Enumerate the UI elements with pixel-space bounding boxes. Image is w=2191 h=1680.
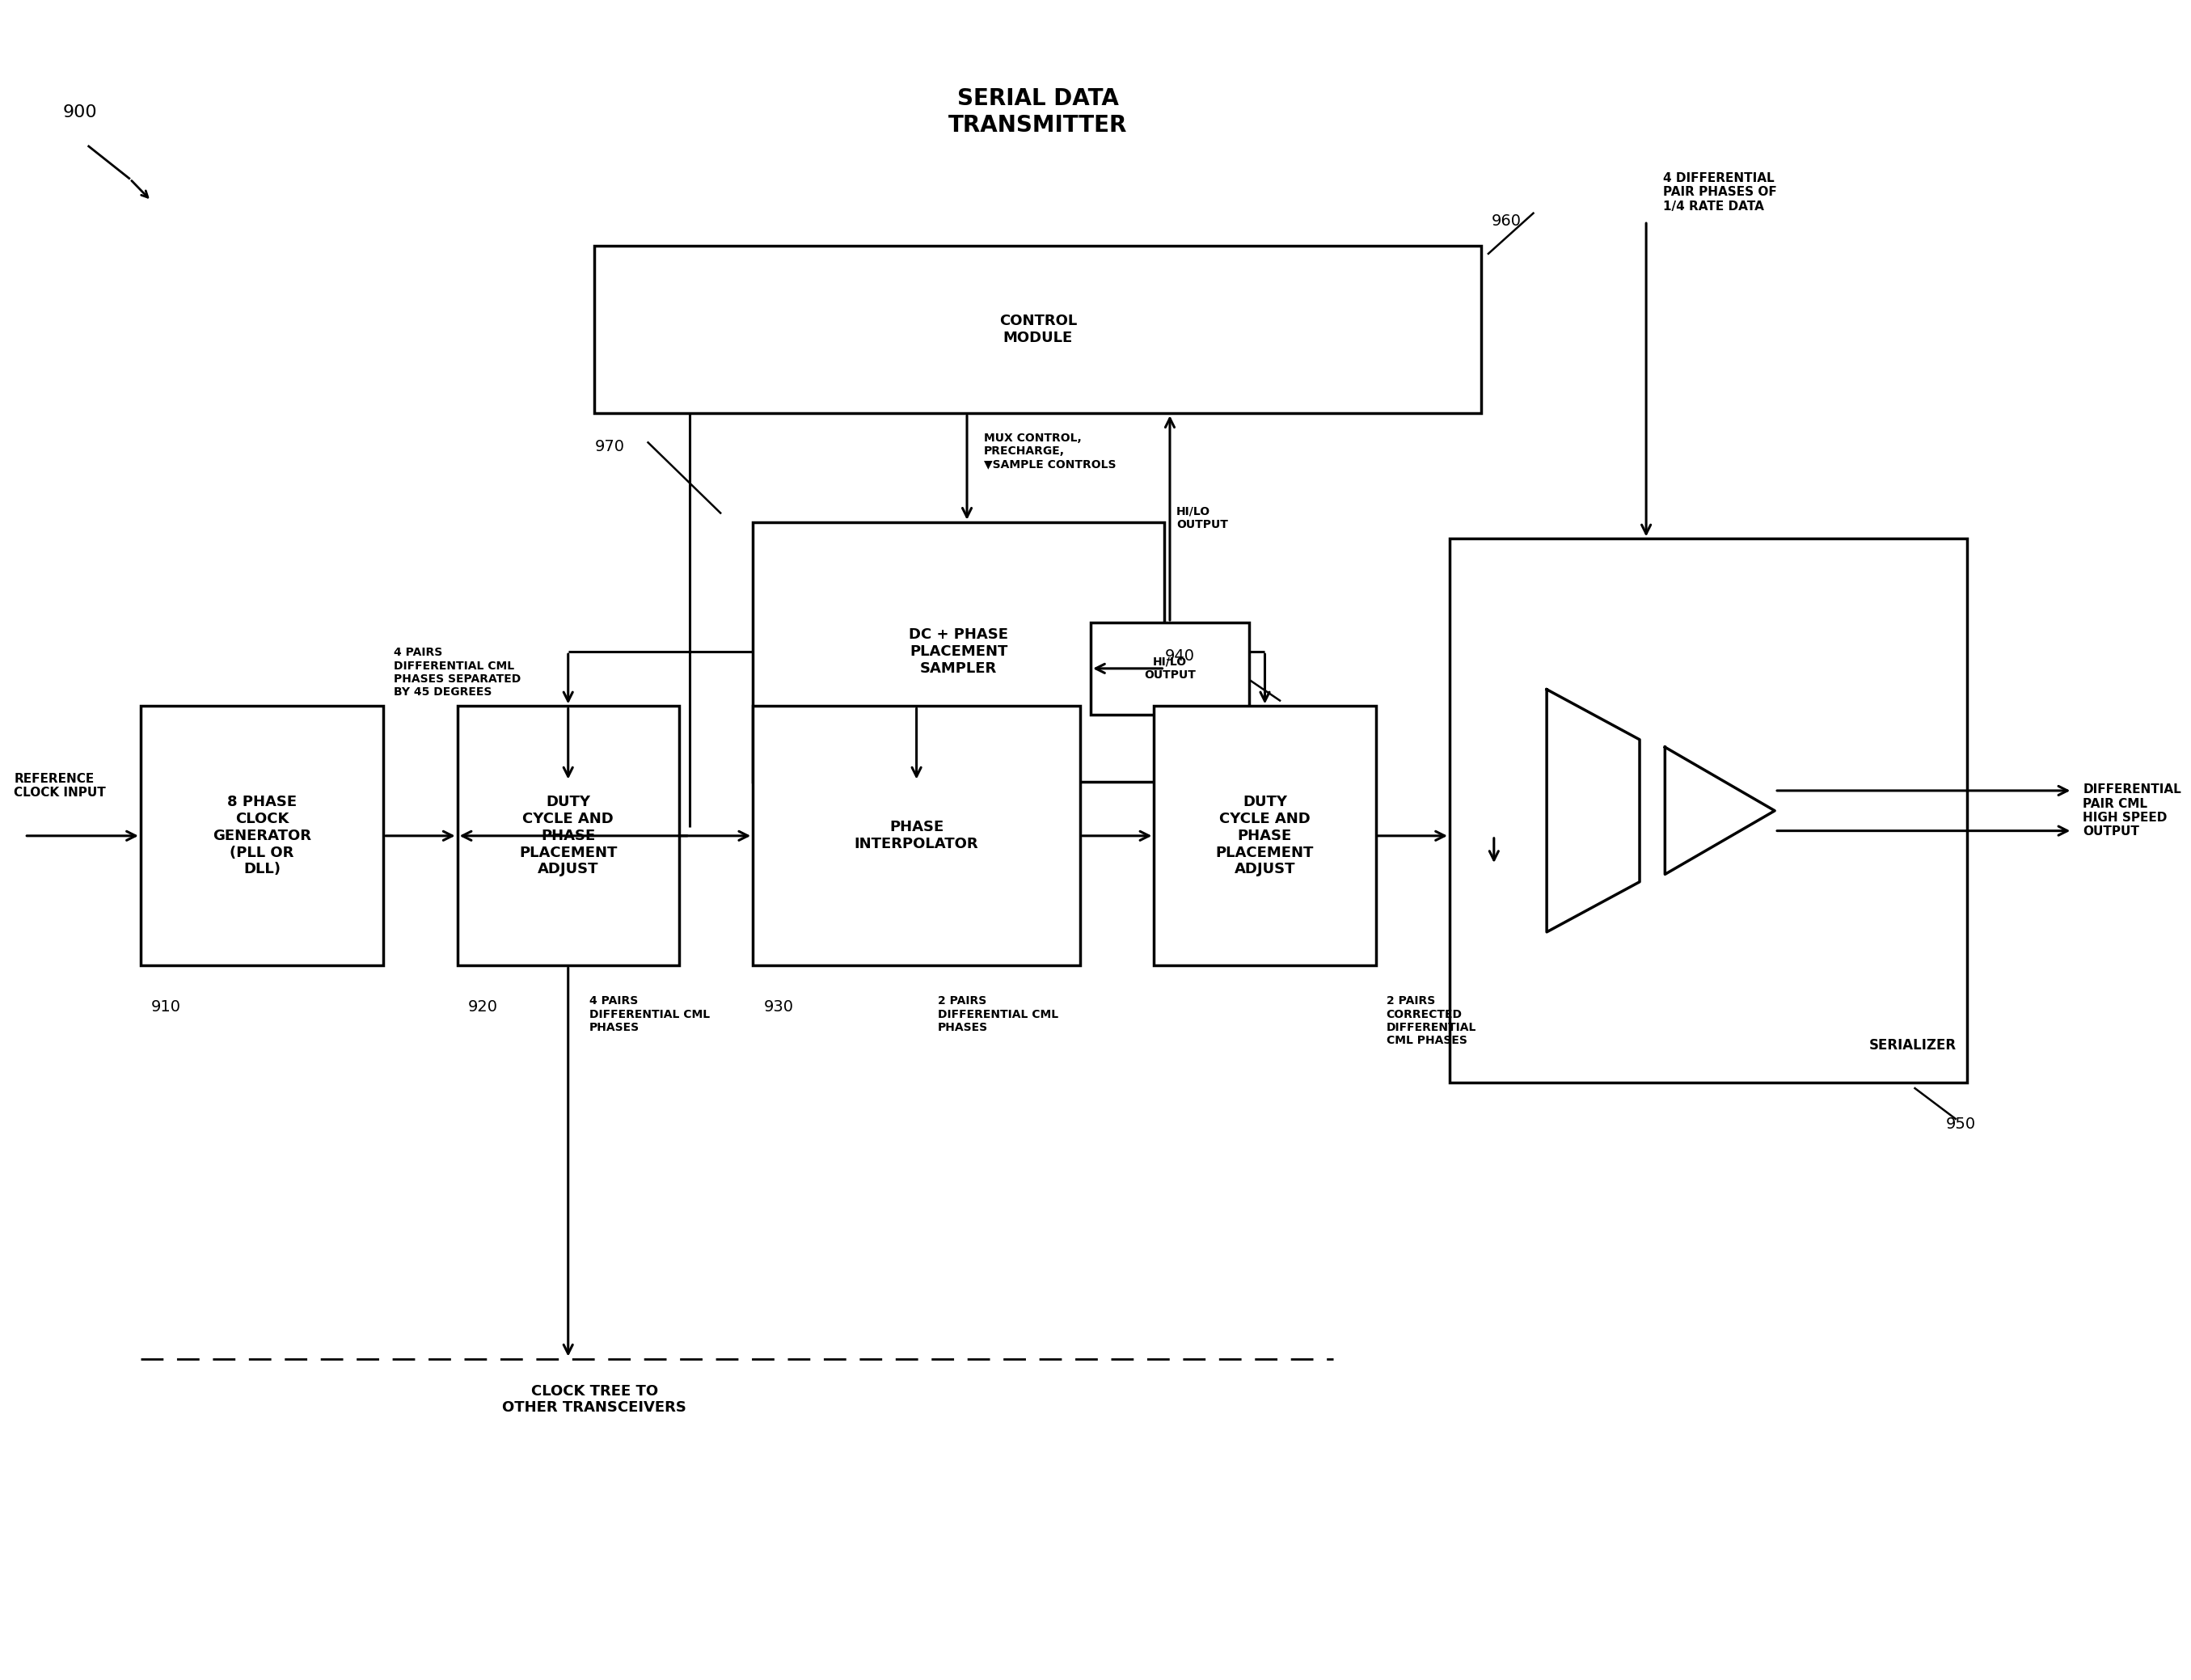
Text: HI/LO
OUTPUT: HI/LO OUTPUT [1177,506,1227,531]
Text: CONTROL
MODULE: CONTROL MODULE [999,314,1076,346]
Text: 4 DIFFERENTIAL
PAIR PHASES OF
1/4 RATE DATA: 4 DIFFERENTIAL PAIR PHASES OF 1/4 RATE D… [1663,173,1777,213]
Text: 2 PAIRS
CORRECTED
DIFFERENTIAL
CML PHASES: 2 PAIRS CORRECTED DIFFERENTIAL CML PHASE… [1387,996,1477,1047]
Text: 940: 940 [1166,648,1194,664]
Text: DIFFERENTIAL
PAIR CML
HIGH SPEED
OUTPUT: DIFFERENTIAL PAIR CML HIGH SPEED OUTPUT [2084,783,2182,838]
Bar [594,245,1481,413]
Text: 2 PAIRS
DIFFERENTIAL CML
PHASES: 2 PAIRS DIFFERENTIAL CML PHASES [938,996,1058,1033]
Text: 960: 960 [1492,213,1523,228]
Text: CLOCK TREE TO
OTHER TRANSCEIVERS: CLOCK TREE TO OTHER TRANSCEIVERS [502,1384,686,1415]
Bar [754,706,1080,966]
Text: 950: 950 [1946,1117,1976,1132]
Bar [1091,623,1249,714]
Polygon shape [1547,689,1639,932]
Polygon shape [1665,748,1775,874]
Text: REFERENCE
CLOCK INPUT: REFERENCE CLOCK INPUT [13,773,105,800]
Text: PHASE
INTERPOLATOR: PHASE INTERPOLATOR [854,820,979,852]
Text: 970: 970 [594,438,624,455]
Text: SERIAL DATA
TRANSMITTER: SERIAL DATA TRANSMITTER [949,87,1128,136]
Bar [1155,706,1376,966]
Text: DC + PHASE
PLACEMENT
SAMPLER: DC + PHASE PLACEMENT SAMPLER [909,628,1008,675]
Text: 4 PAIRS
DIFFERENTIAL CML
PHASES SEPARATED
BY 45 DEGREES: 4 PAIRS DIFFERENTIAL CML PHASES SEPARATE… [394,647,521,697]
Bar [754,522,1166,781]
Text: 900: 900 [64,104,96,121]
Text: 8 PHASE
CLOCK
GENERATOR
(PLL OR
DLL): 8 PHASE CLOCK GENERATOR (PLL OR DLL) [213,795,311,877]
Text: SERIALIZER: SERIALIZER [1869,1038,1957,1052]
Text: DUTY
CYCLE AND
PHASE
PLACEMENT
ADJUST: DUTY CYCLE AND PHASE PLACEMENT ADJUST [519,795,618,877]
Text: 920: 920 [469,1000,497,1015]
Text: 4 PAIRS
DIFFERENTIAL CML
PHASES: 4 PAIRS DIFFERENTIAL CML PHASES [589,996,710,1033]
Text: HI/LO
OUTPUT: HI/LO OUTPUT [1144,657,1196,680]
Bar [458,706,679,966]
Text: MUX CONTROL,
PRECHARGE,
▼SAMPLE CONTROLS: MUX CONTROL, PRECHARGE, ▼SAMPLE CONTROLS [984,432,1115,470]
Bar [140,706,383,966]
Text: 910: 910 [151,1000,182,1015]
Text: DUTY
CYCLE AND
PHASE
PLACEMENT
ADJUST: DUTY CYCLE AND PHASE PLACEMENT ADJUST [1216,795,1315,877]
Bar [1450,539,1968,1082]
Text: 930: 930 [762,1000,793,1015]
